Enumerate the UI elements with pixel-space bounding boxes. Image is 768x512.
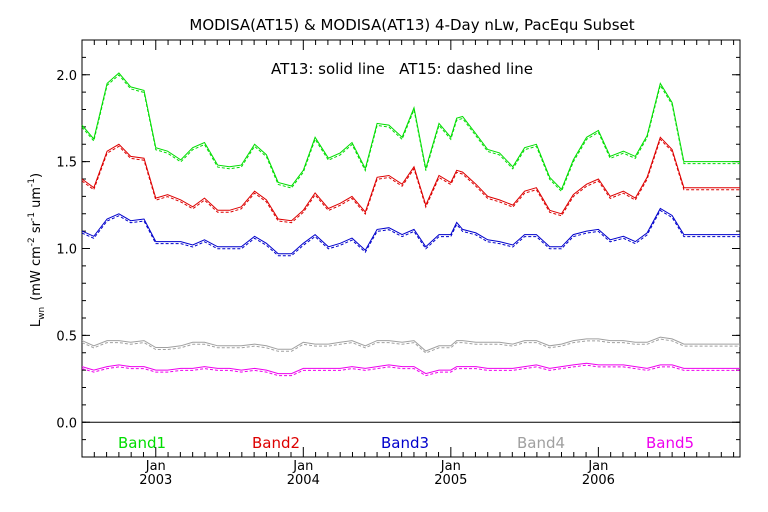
x-tick-month: Jan <box>440 459 461 474</box>
series-line-band1 <box>81 72 740 191</box>
legend-item: Band2 <box>252 434 300 452</box>
y-label-sub: wn <box>37 307 47 320</box>
legend-item: Band1 <box>118 434 166 452</box>
y-tick-label: 0.5 <box>56 329 77 344</box>
y-tick-label: 2.0 <box>56 69 77 84</box>
y-label-end: ) <box>29 173 44 178</box>
y-tick-label: 1.0 <box>56 243 77 258</box>
legend-item: Band5 <box>646 434 694 452</box>
series-dashed-band3 <box>81 209 740 257</box>
y-label-exp2: -1 <box>27 212 37 221</box>
y-label-rest: (mW cm <box>29 246 44 301</box>
series-dashed-band2 <box>81 138 740 224</box>
y-axis-label: Lwn(mW cm-2 sr-1 um-1) <box>27 173 47 327</box>
chart-annotation: AT13: solid line AT15: dashed line <box>271 60 533 78</box>
series-line-band4 <box>81 336 740 352</box>
y-tick-label: 0.0 <box>56 416 77 431</box>
y-label-main: L <box>29 319 44 327</box>
plot-frame <box>81 39 741 458</box>
series-line-band5 <box>81 362 740 375</box>
x-tick-year: 2003 <box>139 473 172 488</box>
x-tick-month: Jan <box>587 459 608 474</box>
x-tick-year: 2006 <box>582 473 615 488</box>
plot-area: 0.00.51.01.52.0Jan2003Jan2004Jan2005Jan2… <box>56 39 741 488</box>
x-tick-month: Jan <box>292 459 313 474</box>
legend-item: Band3 <box>381 434 429 452</box>
y-label-mid2: um <box>29 187 44 212</box>
x-tick-year: 2005 <box>434 473 467 488</box>
legend-item: Band4 <box>517 434 565 452</box>
y-label-mid: sr <box>29 220 44 237</box>
x-tick-year: 2004 <box>287 473 320 488</box>
y-label-exp1: -2 <box>27 237 37 246</box>
series-line-band3 <box>81 207 740 255</box>
chart-title: MODISA(AT15) & MODISA(AT13) 4-Day nLw, P… <box>189 16 634 34</box>
y-label-exp3: -1 <box>27 178 37 187</box>
series-dashed-band5 <box>81 364 740 377</box>
x-tick-month: Jan <box>145 459 166 474</box>
series-dashed-band1 <box>81 74 740 193</box>
series-line-band2 <box>81 136 740 222</box>
y-tick-label: 1.5 <box>56 156 77 171</box>
series-dashed-band4 <box>81 338 740 354</box>
